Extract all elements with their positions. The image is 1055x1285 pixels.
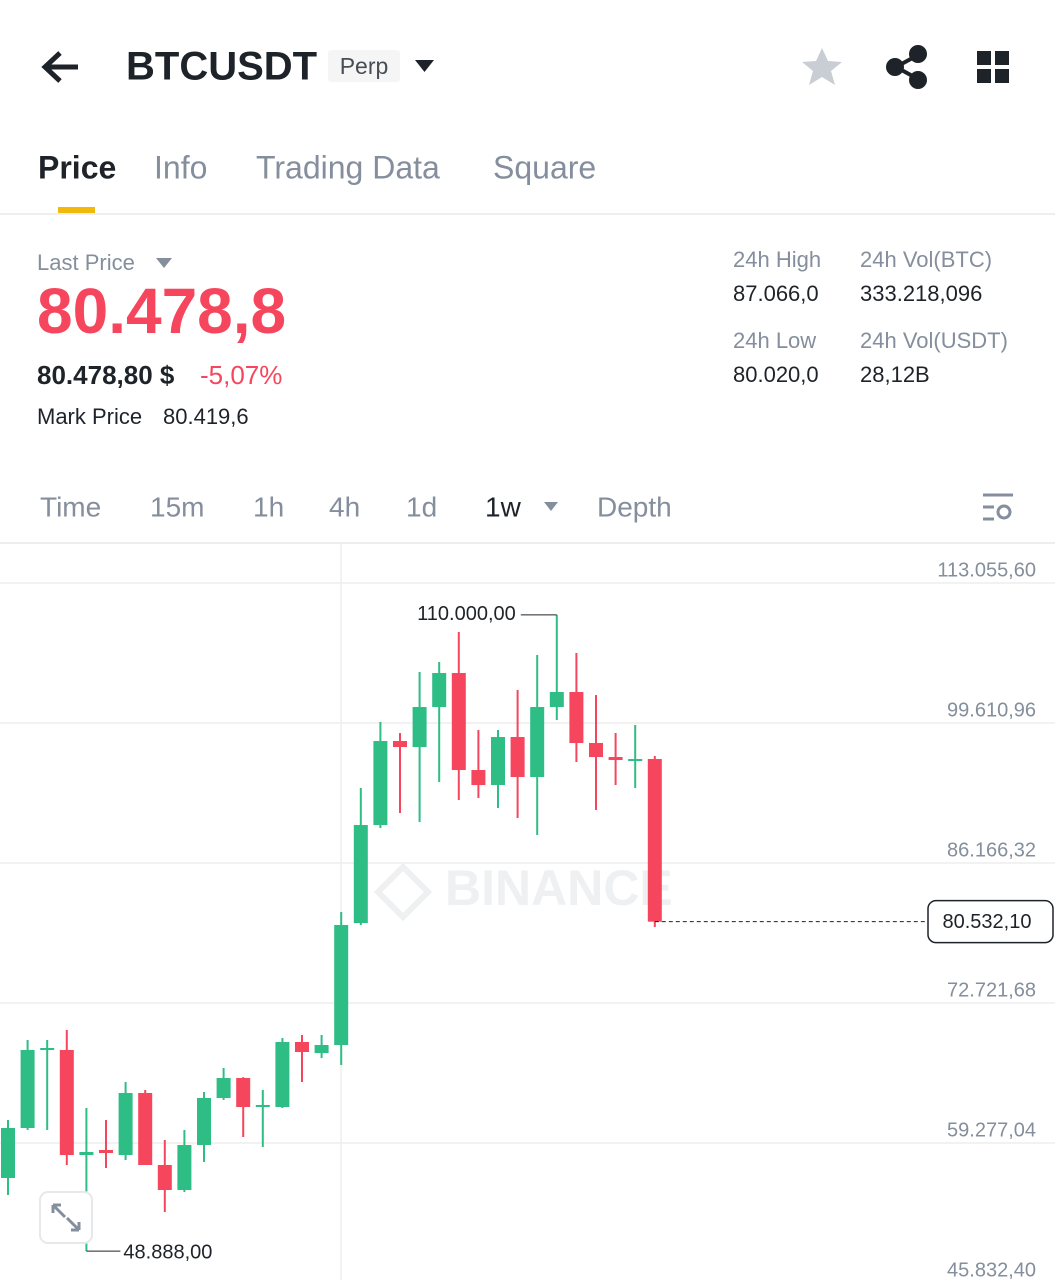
layout-menu[interactable] <box>977 51 1009 83</box>
stat-value: 80.020,0 <box>733 362 819 387</box>
candle-body <box>412 707 427 748</box>
candle-body <box>549 692 564 708</box>
last-price-box <box>927 899 1054 944</box>
stat-value: 28,12B <box>860 362 930 387</box>
candle-body <box>99 1149 113 1153</box>
candle-body <box>393 741 407 748</box>
y-tick-label: 72.721,68 <box>947 979 1036 1001</box>
candle-body <box>353 825 368 924</box>
candle-body <box>20 1049 35 1128</box>
candle-body <box>334 925 349 1045</box>
candle-body <box>197 1097 211 1146</box>
interval[interactable]: 1d <box>406 491 437 522</box>
y-tick-label: 113.055,60 <box>937 559 1036 581</box>
candle-body <box>40 1047 55 1050</box>
candle-body <box>216 1077 231 1098</box>
watermark-logo <box>373 862 433 922</box>
candle-body <box>373 741 388 826</box>
stat-value: 333.218,096 <box>860 281 982 306</box>
candle-body <box>608 757 623 761</box>
tab[interactable]: Price <box>38 149 116 185</box>
last-price-dropdown[interactable] <box>156 258 172 268</box>
candle-body <box>530 707 545 778</box>
y-tick-label: 86.166,32 <box>947 839 1036 861</box>
candle-body <box>236 1077 251 1107</box>
candle-body <box>275 1042 290 1107</box>
stat-label: 24h High <box>733 247 821 272</box>
min-label: 48.888,00 <box>123 1241 212 1263</box>
last-price-label: Last Price <box>37 250 135 275</box>
candle-body <box>647 759 662 922</box>
candle-body <box>510 737 525 778</box>
candle-body <box>628 759 643 762</box>
y-tick-label: 99.610,96 <box>947 699 1036 721</box>
tab[interactable]: Trading Data <box>256 149 440 185</box>
candle-body <box>138 1093 153 1165</box>
interval[interactable]: 1w <box>485 491 522 522</box>
candle-body <box>295 1042 309 1052</box>
interval[interactable]: 4h <box>329 491 360 522</box>
fiat-price: 80.478,80 $ <box>37 360 175 390</box>
candle-body <box>589 743 603 758</box>
interval-dropdown[interactable] <box>544 502 558 511</box>
candle-body <box>569 692 584 744</box>
last-price: 80.478,8 <box>37 275 286 347</box>
candle-body <box>255 1104 270 1107</box>
candle-body <box>491 737 505 786</box>
candle-body <box>451 673 466 771</box>
fullscreen-button[interactable] <box>39 1191 93 1244</box>
symbol: BTCUSDT <box>126 45 317 89</box>
stat-label: 24h Low <box>733 328 816 353</box>
y-tick-label: 59.277,04 <box>947 1119 1036 1141</box>
interval[interactable]: 1h <box>253 491 284 522</box>
tab[interactable]: Square <box>493 149 596 185</box>
stat-label: 24h Vol(BTC) <box>860 247 992 272</box>
chart-settings[interactable] <box>983 493 1013 521</box>
mark-price-label: Mark Price <box>37 404 142 429</box>
favorite[interactable] <box>802 48 842 85</box>
candle-body <box>79 1151 94 1155</box>
candle-body <box>59 1049 74 1155</box>
badge-bg <box>328 50 400 82</box>
candle-body <box>1 1127 15 1178</box>
stat-value: 87.066,0 <box>733 281 819 306</box>
interval[interactable]: Time <box>40 491 101 522</box>
share[interactable] <box>886 45 927 89</box>
watermark: BINANCE <box>445 860 673 916</box>
back-button[interactable] <box>41 51 78 83</box>
last-price-tag: 80.532,10 <box>943 911 1032 933</box>
y-tick-label: 45.832,40 <box>947 1259 1036 1280</box>
price-change: -5,07% <box>200 360 282 390</box>
candle-body <box>177 1145 192 1190</box>
interval[interactable]: 15m <box>150 491 204 522</box>
interval[interactable]: Depth <box>597 491 672 522</box>
tab[interactable]: Info <box>154 149 207 185</box>
candle-body <box>118 1093 133 1155</box>
candle-body <box>432 673 447 708</box>
badge: Perp <box>340 53 389 79</box>
tab-indicator <box>58 207 95 213</box>
max-label: 110.000,00 <box>417 603 516 625</box>
candle-body <box>157 1164 172 1190</box>
candle-body <box>314 1044 329 1054</box>
candle-body <box>471 770 486 786</box>
stat-label: 24h Vol(USDT) <box>860 328 1008 353</box>
mark-price: 80.419,6 <box>163 404 249 429</box>
symbol-dropdown[interactable] <box>415 60 434 72</box>
